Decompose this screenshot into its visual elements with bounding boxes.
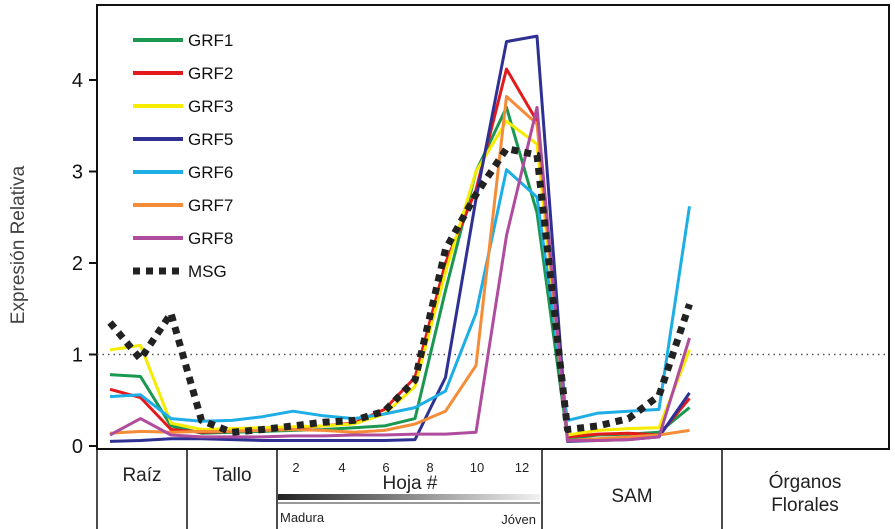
leaf-age-gradient	[278, 494, 540, 500]
category-label: Hoja #	[383, 473, 438, 494]
series-line-grf6	[109, 168, 691, 423]
category-label: Raíz	[122, 465, 161, 486]
legend-label-grf8: GRF8	[188, 229, 233, 248]
y-tick-label: 0	[72, 436, 83, 458]
leaf-number: 6	[382, 460, 389, 475]
leaf-number: 4	[338, 460, 345, 475]
legend-label-grf6: GRF6	[188, 163, 233, 182]
leaf-number: 8	[426, 460, 433, 475]
series-line-msg	[107, 145, 693, 436]
legend-label-grf3: GRF3	[188, 97, 233, 116]
leaf-number: 2	[292, 460, 299, 475]
legend-label-grf2: GRF2	[188, 64, 233, 83]
plot-frame	[96, 4, 890, 450]
category-label-line2: Florales	[771, 495, 839, 516]
legend-label-grf1: GRF1	[188, 31, 233, 50]
leaf-gradient-end-label: Jóven	[501, 512, 536, 527]
y-tick-label: 4	[72, 70, 83, 92]
series-msg	[107, 145, 693, 436]
y-tick-label: 2	[72, 253, 83, 275]
series-line-grf2	[109, 67, 691, 439]
series-grf2	[109, 67, 691, 439]
series-grf6	[109, 168, 691, 423]
category-label: SAM	[611, 486, 652, 507]
series-line-grf8	[109, 105, 691, 442]
legend-label-grf7: GRF7	[188, 196, 233, 215]
series-grf8	[109, 105, 691, 442]
leaf-gradient-start-label: Madura	[280, 510, 325, 525]
legend-label-grf5: GRF5	[188, 130, 233, 149]
legend: GRF1 GRF2 GRF3 GRF5 GRF6 GRF7 GRF8 MSG	[133, 31, 233, 281]
leaf-number: 12	[515, 460, 529, 475]
y-axis-label: Expresión Relativa	[8, 165, 29, 324]
series-layer	[107, 34, 693, 443]
category-label: Tallo	[212, 465, 251, 486]
y-axis-ticks: 0 1 2 3 4	[72, 70, 97, 458]
leaf-number: 10	[470, 460, 484, 475]
y-tick-label: 1	[72, 345, 83, 367]
y-tick-label: 3	[72, 162, 83, 184]
legend-label-msg: MSG	[188, 262, 227, 281]
category-label: Órganos	[769, 471, 842, 493]
